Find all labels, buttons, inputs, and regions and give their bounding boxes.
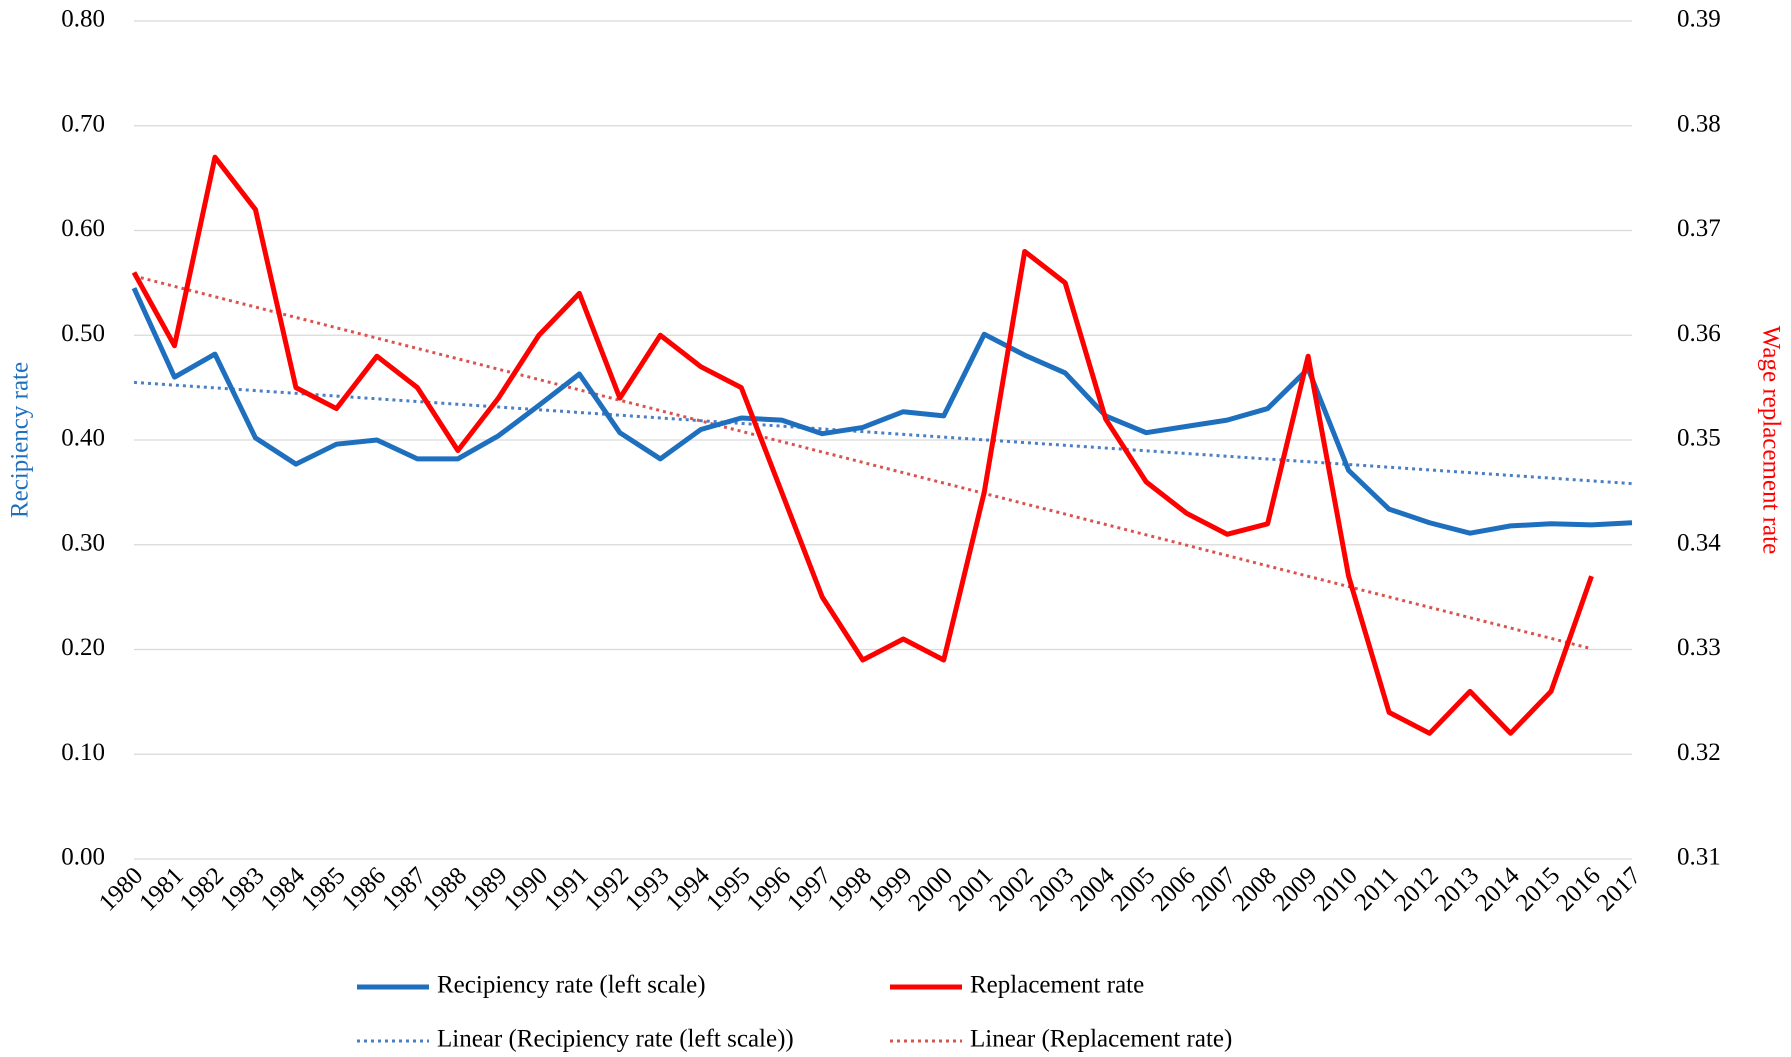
y-tick-label: 0.70 — [61, 110, 105, 137]
x-tick-label: 1999 — [863, 862, 917, 916]
x-tick-label: 1981 — [134, 862, 188, 916]
x-tick-label: 2003 — [1025, 862, 1079, 916]
y2-tick-label: 0.34 — [1677, 529, 1721, 556]
x-tick-label: 1982 — [175, 862, 229, 916]
x-tick-label: 2005 — [1106, 862, 1160, 916]
y-tick-label: 0.80 — [61, 6, 105, 33]
y2-tick-label: 0.32 — [1677, 739, 1721, 766]
x-tick-label: 1988 — [418, 862, 472, 916]
y-tick-label: 0.00 — [61, 844, 105, 871]
x-tick-label: 2004 — [1066, 862, 1121, 917]
x-tick-label: 1992 — [580, 862, 634, 916]
x-tick-label: 1989 — [458, 862, 512, 916]
x-tick-label: 2014 — [1470, 862, 1525, 917]
x-tick-label: 2016 — [1551, 862, 1605, 916]
series-line — [131, 287, 1633, 536]
series-line — [131, 154, 1594, 736]
trendline — [133, 380, 1633, 486]
trendline — [133, 274, 1592, 651]
x-tick-label: 1997 — [782, 862, 836, 916]
x-tick-label: 1993 — [620, 862, 674, 916]
y-tick-label: 0.40 — [61, 425, 105, 452]
x-tick-label: 2001 — [944, 862, 998, 916]
y2-axis-title: Wage replacement rate — [1757, 326, 1784, 554]
y-tick-label: 0.50 — [61, 320, 105, 347]
y-tick-label: 0.30 — [61, 529, 105, 556]
x-tick-label: 1994 — [661, 862, 716, 917]
x-tick-label: 2012 — [1389, 862, 1443, 916]
x-tick-label: 2009 — [1268, 862, 1322, 916]
x-tick-label: 2010 — [1308, 862, 1362, 916]
x-tick-label: 1985 — [296, 862, 350, 916]
legend-label: Replacement rate — [970, 972, 1144, 999]
y2-tick-label: 0.31 — [1677, 844, 1721, 871]
y2-tick-label: 0.33 — [1677, 634, 1721, 661]
x-tick-label: 1986 — [337, 862, 391, 916]
y2-tick-label: 0.38 — [1677, 110, 1721, 137]
x-tick-label: 2011 — [1350, 862, 1404, 916]
y-tick-label: 0.10 — [61, 739, 105, 766]
x-tick-label: 2015 — [1511, 862, 1565, 916]
x-tick-label: 2017 — [1592, 862, 1646, 916]
x-tick-label: 2008 — [1227, 862, 1281, 916]
y-tick-label: 0.20 — [61, 634, 105, 661]
legend-label: Recipiency rate (left scale) — [437, 972, 706, 999]
y2-tick-label: 0.39 — [1677, 6, 1721, 33]
x-tick-label: 2000 — [904, 862, 958, 916]
x-tick-label: 1987 — [377, 862, 431, 916]
y-tick-label: 0.60 — [61, 215, 105, 242]
x-tick-label: 1995 — [701, 862, 755, 916]
x-tick-label: 1984 — [256, 862, 311, 917]
x-tick-label: 1983 — [215, 862, 269, 916]
y2-tick-label: 0.37 — [1677, 215, 1721, 242]
x-tick-label: 1990 — [499, 862, 553, 916]
y2-tick-label: 0.36 — [1677, 320, 1721, 347]
x-tick-label: 2007 — [1187, 862, 1241, 916]
x-tick-label: 1996 — [742, 862, 796, 916]
x-tick-label: 2006 — [1146, 862, 1200, 916]
legend-label: Linear (Replacement rate) — [970, 1026, 1232, 1053]
y2-tick-label: 0.35 — [1677, 425, 1721, 452]
x-tick-label: 2002 — [985, 862, 1039, 916]
x-tick-label: 2013 — [1430, 862, 1484, 916]
y-axis-title: Recipiency rate — [7, 362, 34, 518]
x-tick-label: 1998 — [823, 862, 877, 916]
legend-label: Linear (Recipiency rate (left scale)) — [437, 1026, 794, 1053]
x-tick-label: 1991 — [539, 862, 593, 916]
